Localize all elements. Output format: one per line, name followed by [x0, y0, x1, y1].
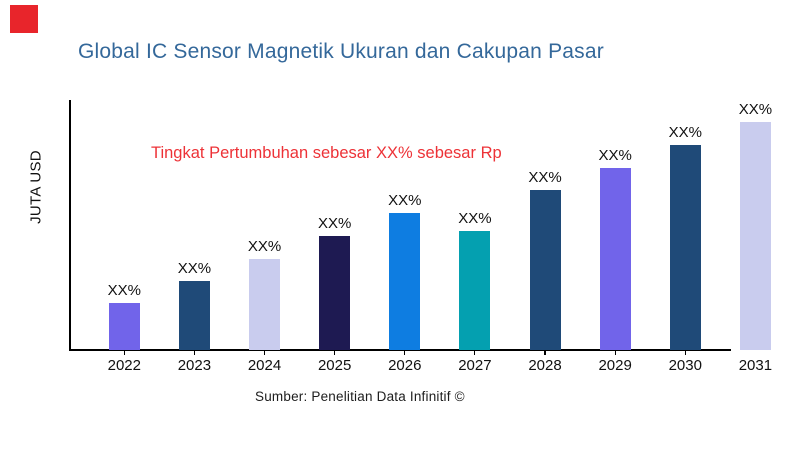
- x-tick-label: 2023: [177, 357, 212, 374]
- bar-value-label: XX%: [247, 238, 282, 255]
- x-tick-label: 2022: [107, 357, 141, 374]
- y-axis-label: JUTA USD: [27, 150, 45, 224]
- bar: [108, 303, 140, 350]
- x-tick-mark: [263, 350, 266, 355]
- x-tick-mark: [474, 350, 476, 355]
- x-tick-label: 2029: [598, 357, 632, 374]
- bar: [529, 190, 561, 350]
- x-tick-label: 2025: [317, 357, 352, 374]
- x-tick-label: 2031: [738, 357, 773, 374]
- page-title: Global IC Sensor Magnetik Ukuran dan Cak…: [78, 40, 604, 63]
- bar: [389, 213, 421, 350]
- source-caption: Sumber: Penelitian Data Infinitif ©: [255, 389, 465, 404]
- bar-value-label: XX%: [177, 260, 212, 277]
- bar-value-label: XX%: [668, 124, 702, 141]
- bar-value-label: XX%: [107, 282, 141, 299]
- bar-value-label: XX%: [528, 169, 562, 186]
- bar-value-label: XX%: [458, 210, 492, 227]
- x-tick-mark: [544, 350, 546, 355]
- x-tick-label: 2028: [528, 357, 562, 374]
- bar-value-label: XX%: [738, 101, 773, 118]
- brand-red-square: [10, 5, 38, 33]
- growth-annotation: Tingkat Pertumbuhan sebesar XX% sebesar …: [151, 144, 502, 162]
- bar: [599, 168, 631, 350]
- x-tick-label: 2027: [458, 357, 492, 374]
- x-tick-mark: [334, 350, 336, 355]
- x-tick-mark: [193, 350, 195, 355]
- bar: [249, 259, 281, 350]
- x-tick-label: 2026: [388, 357, 422, 374]
- bar: [739, 122, 771, 350]
- bar: [319, 236, 351, 350]
- x-tick-label: 2024: [247, 357, 282, 374]
- x-tick-mark: [614, 350, 616, 355]
- x-tick-mark: [404, 350, 406, 355]
- y-axis-line: [69, 100, 71, 350]
- bar: [178, 281, 210, 350]
- bar-value-label: XX%: [317, 215, 352, 232]
- bar: [459, 231, 491, 350]
- x-tick-label: 2030: [668, 357, 702, 374]
- bar-value-label: XX%: [598, 147, 632, 164]
- bar-value-label: XX%: [388, 192, 422, 209]
- bar: [669, 145, 701, 350]
- x-tick-mark: [684, 350, 686, 355]
- x-tick-mark: [123, 350, 125, 355]
